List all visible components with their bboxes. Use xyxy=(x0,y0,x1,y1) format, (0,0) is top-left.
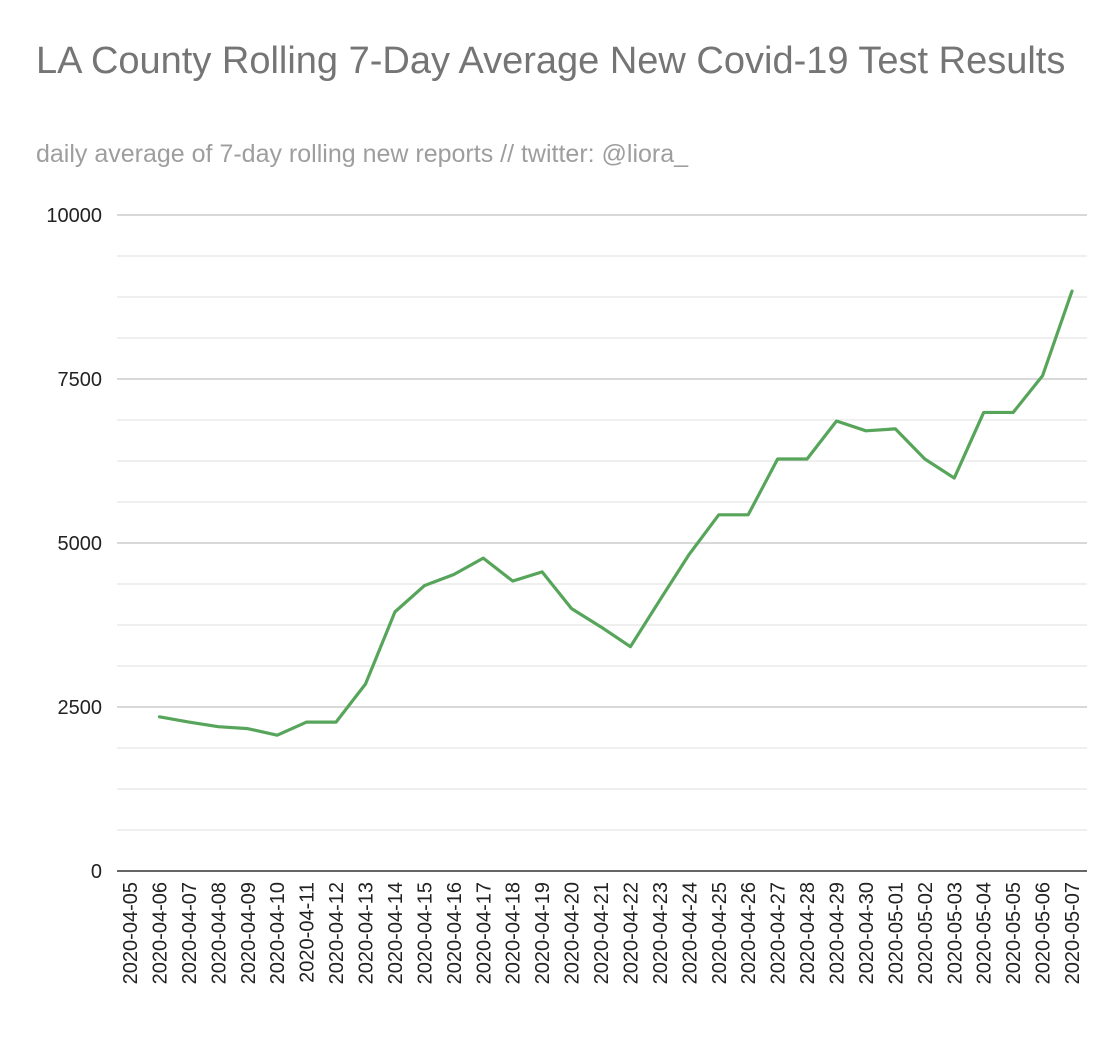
x-tick-label: 2020-05-03 xyxy=(944,882,966,984)
data-point xyxy=(982,410,986,414)
data-point xyxy=(422,584,426,588)
data-point xyxy=(157,715,161,719)
x-tick-label: 2020-04-24 xyxy=(679,882,701,984)
x-tick-label: 2020-04-14 xyxy=(385,882,407,984)
data-point xyxy=(540,570,544,574)
x-tick-label: 2020-05-04 xyxy=(974,882,996,984)
data-point xyxy=(835,419,839,423)
gridlines xyxy=(117,214,1087,831)
x-tick-label: 2020-04-06 xyxy=(149,882,171,984)
data-point xyxy=(746,513,750,517)
x-tick-label: 2020-04-07 xyxy=(179,882,201,984)
x-tick-label: 2020-05-05 xyxy=(1003,882,1025,984)
x-tick-label: 2020-05-01 xyxy=(885,882,907,984)
x-axis-tick-labels: 2020-04-05 2020-04-06 2020-04-07 2020-04-08… xyxy=(120,882,1084,984)
x-tick-label: 2020-04-09 xyxy=(238,882,260,984)
data-point xyxy=(1070,289,1074,293)
x-tick-label: 2020-04-29 xyxy=(827,882,849,984)
x-tick-label: 2020-04-10 xyxy=(267,882,289,984)
data-point xyxy=(275,733,279,737)
data-point xyxy=(776,457,780,461)
x-tick-label: 2020-05-06 xyxy=(1033,882,1055,984)
data-point xyxy=(481,556,485,560)
x-tick-label: 2020-04-08 xyxy=(208,882,230,984)
x-tick-label: 2020-04-13 xyxy=(356,882,378,984)
x-tick-label: 2020-04-27 xyxy=(768,882,790,984)
data-point xyxy=(805,457,809,461)
x-tick-label: 2020-04-21 xyxy=(591,882,613,984)
data-point xyxy=(246,727,250,731)
data-point xyxy=(1041,374,1045,378)
data-point xyxy=(216,725,220,729)
data-point xyxy=(305,720,309,724)
data-point xyxy=(628,645,632,649)
x-tick-label: 2020-04-28 xyxy=(797,882,819,984)
y-tick-label: 5000 xyxy=(58,533,103,555)
x-tick-label: 2020-04-17 xyxy=(473,882,495,984)
data-point xyxy=(393,610,397,614)
data-point xyxy=(1011,410,1015,414)
x-tick-label: 2020-04-15 xyxy=(414,882,436,984)
y-tick-label: 7500 xyxy=(58,369,103,391)
data-point xyxy=(687,552,691,556)
x-tick-label: 2020-04-05 xyxy=(120,882,142,984)
data-point xyxy=(952,476,956,480)
data-point xyxy=(599,625,603,629)
x-tick-label: 2020-04-20 xyxy=(562,882,584,984)
data-point xyxy=(334,720,338,724)
series-line-0 xyxy=(157,289,1074,737)
x-tick-label: 2020-05-07 xyxy=(1062,882,1084,984)
y-tick-label: 2500 xyxy=(58,697,103,719)
x-tick-label: 2020-04-25 xyxy=(709,882,731,984)
x-tick-label: 2020-04-30 xyxy=(856,882,878,984)
data-point xyxy=(364,682,368,686)
x-tick-label: 2020-04-22 xyxy=(620,882,642,984)
data-point xyxy=(893,427,897,431)
data-point xyxy=(864,429,868,433)
x-tick-label: 2020-04-26 xyxy=(738,882,760,984)
y-tick-label: 0 xyxy=(91,861,102,883)
y-tick-label: 10000 xyxy=(46,205,102,227)
data-point xyxy=(658,598,662,602)
data-point xyxy=(511,579,515,583)
data-point xyxy=(570,607,574,611)
x-tick-label: 2020-04-11 xyxy=(297,882,319,983)
x-tick-label: 2020-05-02 xyxy=(915,882,937,984)
x-tick-label: 2020-04-16 xyxy=(444,882,466,984)
data-point xyxy=(717,513,721,517)
x-tick-label: 2020-04-23 xyxy=(650,882,672,984)
series-layer xyxy=(157,289,1074,737)
x-tick-label: 2020-04-12 xyxy=(326,882,348,984)
x-tick-label: 2020-04-19 xyxy=(532,882,554,984)
chart-title: LA County Rolling 7-Day Average New Covi… xyxy=(36,40,1066,82)
chart-subtitle: daily average of 7-day rolling new repor… xyxy=(36,140,689,168)
data-point xyxy=(187,720,191,724)
data-point xyxy=(452,572,456,576)
y-axis-tick-labels: 0 2500 5000 7500 10000 xyxy=(46,205,102,883)
x-tick-label: 2020-04-18 xyxy=(503,882,525,984)
data-point xyxy=(923,457,927,461)
